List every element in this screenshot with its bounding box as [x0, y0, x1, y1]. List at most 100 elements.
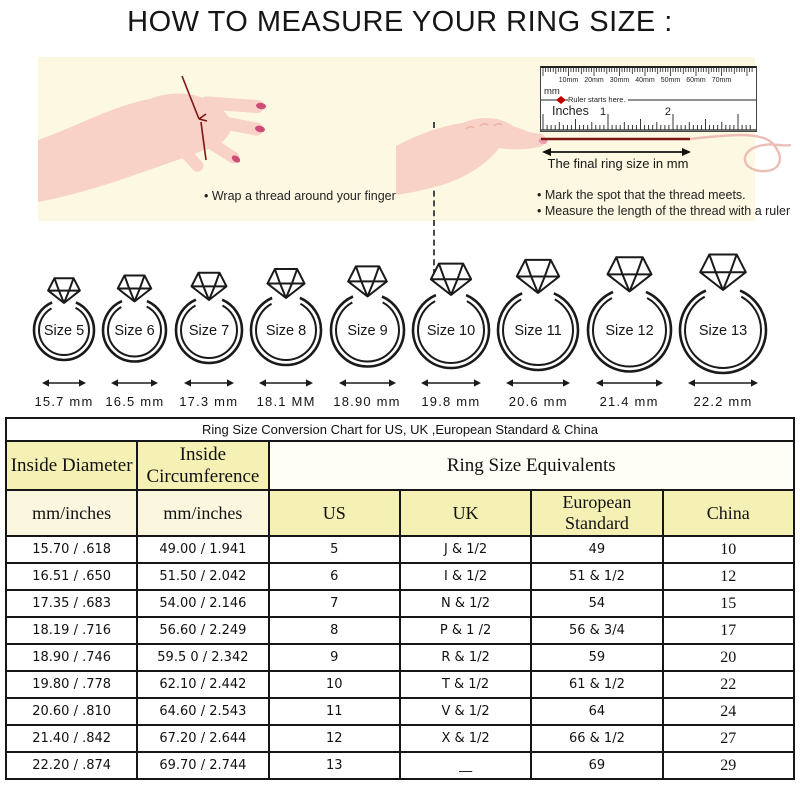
- table-cell: 67.20 / 2.644: [136, 724, 270, 753]
- table-cell: 56.60 / 2.249: [136, 616, 270, 645]
- ring-icon: Size 8: [249, 268, 323, 387]
- header-inside-circumference: Inside Circumference: [136, 440, 270, 491]
- ring-size-label: Size 11: [515, 323, 562, 339]
- table-cell: 49: [530, 535, 664, 564]
- table-caption-row: Ring Size Conversion Chart for US, UK ,E…: [5, 417, 795, 442]
- measure-arrow-icon: [420, 379, 481, 387]
- table-cell: 15: [661, 589, 796, 618]
- table-cell: J & 1/2: [398, 535, 533, 564]
- ring-diameter-label: 20.6 mm: [508, 394, 568, 409]
- ring-size-11: Size 11 20.6 mm: [494, 240, 582, 409]
- table-row: 22.20 / .874 69.70 / 2.744 13 __ 69 29: [4, 751, 796, 780]
- ring-icon: Size 10: [411, 262, 491, 387]
- subheader-us: US: [267, 489, 401, 537]
- table-row: 19.80 / .778 62.10 / 2.442 10 T & 1/2 61 & 1…: [4, 670, 796, 699]
- ring-size-7: Size 7 17.3 mm: [172, 240, 246, 409]
- diamond-icon: [266, 268, 306, 299]
- ring-size-6: Size 6 16.5 mm: [99, 240, 170, 409]
- measure-arrow-icon: [595, 379, 663, 387]
- ring-size-label: Size 10: [427, 323, 475, 339]
- conversion-table: Ring Size Conversion Chart for US, UK ,E…: [4, 417, 796, 780]
- table-cell: __: [398, 751, 533, 780]
- ring-icon: Size 5: [32, 277, 96, 387]
- mm-tick-label: 20mm: [584, 77, 604, 84]
- subheader-european-standard: European Standard: [530, 489, 664, 537]
- table-cell: 17.35 / .683: [4, 589, 139, 618]
- ring-size-12: Size 12 21.4 mm: [584, 240, 675, 409]
- table-row: 15.70 / .618 49.00 / 1.941 5 J & 1/2 49 10: [4, 535, 796, 564]
- ring-size-label: Size 13: [699, 323, 747, 339]
- table-cell: 10: [267, 670, 401, 699]
- table-cell: 61 & 1/2: [530, 670, 664, 699]
- panel-divider: [433, 122, 435, 275]
- inch-number-label: 2: [664, 106, 672, 118]
- table-cell: 12: [661, 562, 796, 591]
- diamond-icon: [606, 256, 653, 293]
- ring-size-13: Size 13 22.2 mm: [676, 240, 770, 409]
- table-cell: 19.80 / .778: [4, 670, 139, 699]
- measure-arrow-icon: [506, 379, 571, 387]
- table-cell: 51 & 1/2: [530, 562, 664, 591]
- table-cell: P & 1 /2: [398, 616, 533, 645]
- table-cell: 20.60 / .810: [4, 697, 139, 726]
- ring-diameter-label: 18.90 mm: [333, 394, 401, 409]
- diamond-icon: [429, 262, 473, 296]
- mm-tick-label: 10mm: [558, 77, 579, 84]
- final-ring-size-label: The final ring size in mm: [547, 156, 689, 171]
- table-row: 16.51 / .650 51.50 / 2.042 6 I & 1/2 51 & 1/…: [4, 562, 796, 591]
- ring-size-5: Size 5 15.7 mm: [30, 240, 98, 409]
- table-cell: 12: [267, 724, 401, 753]
- table-cell: I & 1/2: [398, 562, 533, 591]
- table-cell: 22.20 / .874: [4, 751, 139, 780]
- step-2-captions: • Mark the spot that the thread meets. •…: [537, 188, 790, 219]
- ring-diameter-label: 22.2 mm: [693, 394, 753, 409]
- measure-arrow-icon: [338, 379, 396, 387]
- table-caption: Ring Size Conversion Chart for US, UK ,E…: [5, 417, 795, 442]
- table-cell: 64.60 / 2.543: [136, 697, 270, 726]
- ring-icon: Size 11: [496, 258, 580, 387]
- table-cell: 16.51 / .650: [4, 562, 139, 591]
- ring-size-label: Size 12: [605, 323, 653, 339]
- diamond-icon: [117, 274, 153, 303]
- table-cell: X & 1/2: [398, 724, 533, 753]
- table-row: 17.35 / .683 54.00 / 2.146 7 N & 1/2 54 15: [4, 589, 796, 618]
- ring-icon: Size 7: [174, 271, 244, 387]
- table-cell: 62.10 / 2.442: [136, 670, 270, 699]
- table-cell: 18.90 / .746: [4, 643, 139, 672]
- ring-diameter-label: 16.5 mm: [105, 394, 165, 409]
- table-row: 21.40 / .842 67.20 / 2.644 12 X & 1/2 66 & 1…: [4, 724, 796, 753]
- ring-size-label: Size 8: [266, 323, 306, 339]
- ring-diameter-label: 21.4 mm: [599, 394, 659, 409]
- ring-icon: Size 6: [102, 274, 168, 387]
- mm-tick-label: 40mm: [635, 77, 655, 84]
- table-cell: 59.5 0 / 2.342: [136, 643, 270, 672]
- table-cell: 11: [267, 697, 401, 726]
- table-cell: 22: [661, 670, 796, 699]
- mm-tick-label: 30mm: [609, 77, 630, 84]
- table-cell: 51.50 / 2.042: [136, 562, 270, 591]
- ring-size-label: Size 9: [347, 323, 387, 339]
- table-cell: N & 1/2: [398, 589, 533, 618]
- table-cell: 27: [661, 724, 796, 753]
- table-group-header-row: Inside Diameter Inside Circumference Rin…: [4, 440, 796, 491]
- step-2-caption-line: • Measure the length of the thread with …: [537, 203, 791, 218]
- diamond-icon: [699, 253, 747, 291]
- ring-size-row: Size 5 15.7 mm Size 6 16.5 mm Size 7 17.3 mm S…: [30, 240, 770, 409]
- table-cell: 69: [530, 751, 664, 780]
- table-cell: 56 & 3/4: [530, 616, 664, 645]
- ring-diameter-label: 18.1 MM: [256, 394, 316, 409]
- header-ring-size-equivalents: Ring Size Equivalents: [267, 440, 796, 491]
- inch-ticks: [542, 114, 751, 130]
- ring-size-9: Size 9 18.90 mm: [327, 240, 408, 409]
- table-cell: 66 & 1/2: [530, 724, 664, 753]
- ring-icon: Size 13: [678, 253, 768, 387]
- table-cell: 49.00 / 1.941: [136, 535, 270, 564]
- table-sub-header-row: mm/inches mm/inches US UK European Stand…: [4, 489, 796, 537]
- mm-unit-label: mm: [544, 86, 560, 97]
- table-cell: 8: [267, 616, 401, 645]
- inches-unit-label: Inches: [552, 104, 589, 118]
- table-cell: 21.40 / .842: [4, 724, 139, 753]
- mm-tick-label: 60mm: [686, 77, 706, 84]
- step-2-caption-line: • Mark the spot that the thread meets.: [537, 188, 746, 202]
